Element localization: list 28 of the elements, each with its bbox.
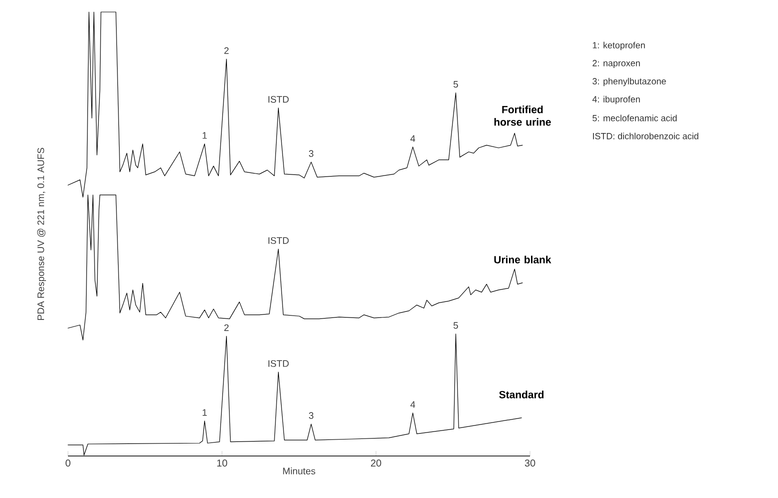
text: ISTD: dichlorobenzoic acid [593, 132, 698, 140]
x-tick-label: 20 [370, 460, 382, 467]
annotation: 5 [454, 322, 458, 329]
x-tick-label: 0 [66, 460, 70, 467]
text: 3: phenylbutazone [592, 78, 666, 86]
text: 5: meclofenamic acid [592, 114, 677, 122]
y-axis-title: PDA Response UV @ 221 nm, 0.1 AUFS [37, 148, 46, 320]
x-tick-label: 10 [217, 460, 228, 467]
annotation: 2 [224, 324, 229, 331]
text: 2: naproxen [592, 60, 640, 68]
text: 1: ketoprofen [592, 42, 645, 50]
annotation: 3 [308, 412, 314, 419]
annotation: 2 [224, 47, 229, 54]
text: 4: ibuprofen [592, 96, 640, 104]
text: Standard [499, 390, 544, 398]
x-tick-label: 30 [524, 460, 536, 467]
annotation: 3 [308, 150, 314, 157]
annotation: 1 [202, 132, 207, 139]
annotation: 4 [410, 401, 416, 408]
annotation: 5 [454, 81, 458, 88]
series-label: Urine blank [494, 256, 552, 264]
annotation: 4 [410, 135, 416, 142]
annotation: ISTD [268, 360, 289, 367]
annotation: ISTD [268, 96, 289, 103]
series-label: Fortified horse urine [494, 106, 551, 126]
x-axis-title: Minutes [283, 467, 316, 474]
annotation: ISTD [268, 237, 289, 244]
annotation: 1 [202, 409, 207, 416]
